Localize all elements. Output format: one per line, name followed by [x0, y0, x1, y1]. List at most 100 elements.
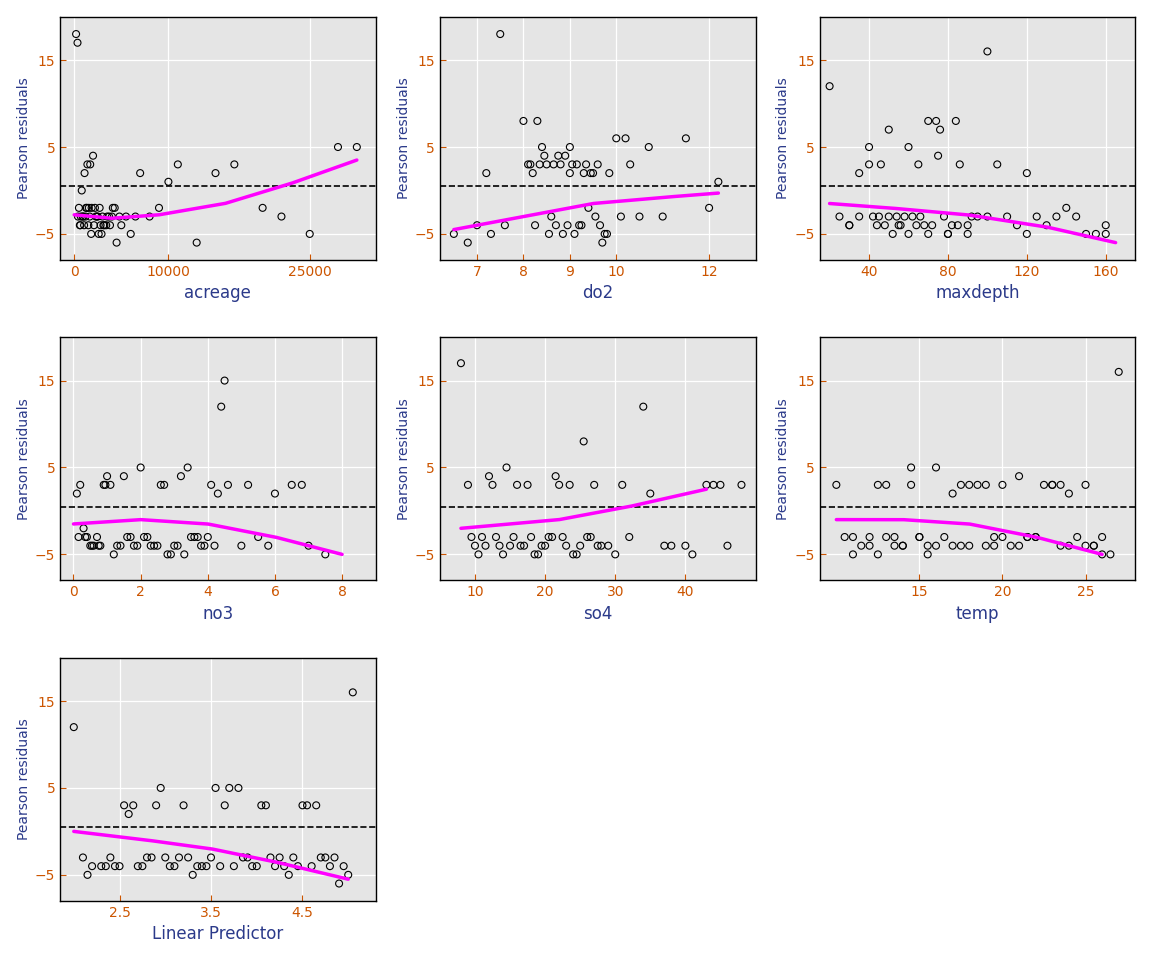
Point [96, 477, 114, 492]
Point [127, 209, 145, 225]
Point [584, 165, 602, 180]
Point [943, 486, 962, 501]
Point [83, 201, 101, 216]
Point [179, 850, 197, 865]
Point [98, 468, 116, 484]
Y-axis label: Pearson residuals: Pearson residuals [16, 78, 31, 200]
Point [872, 156, 890, 172]
Point [131, 460, 150, 475]
Point [472, 529, 491, 544]
Point [82, 227, 100, 242]
Point [1097, 218, 1115, 233]
Point [494, 546, 513, 562]
Y-axis label: Pearson residuals: Pearson residuals [16, 397, 31, 519]
Point [482, 227, 500, 242]
Point [225, 858, 243, 874]
Point [266, 858, 285, 874]
Point [511, 538, 530, 553]
Point [79, 201, 98, 216]
Point [76, 209, 94, 225]
Point [306, 798, 325, 813]
Point [111, 209, 129, 225]
Point [150, 201, 168, 216]
Point [1037, 218, 1055, 233]
Point [243, 858, 262, 874]
Point [532, 139, 551, 155]
Point [877, 529, 895, 544]
Point [84, 148, 103, 163]
Point [514, 113, 532, 129]
Point [118, 529, 136, 544]
Point [115, 798, 134, 813]
Point [234, 850, 252, 865]
Point [1026, 529, 1045, 544]
Point [112, 538, 130, 553]
Point [641, 486, 659, 501]
Point [918, 546, 937, 562]
Point [958, 227, 977, 242]
Point [575, 434, 593, 449]
Point [477, 165, 495, 180]
Point [697, 477, 715, 492]
Point [885, 529, 903, 544]
Point [528, 113, 546, 129]
Point [282, 477, 301, 492]
Point [820, 79, 839, 94]
Point [334, 858, 353, 874]
Point [85, 218, 104, 233]
X-axis label: temp: temp [956, 605, 999, 623]
Point [96, 218, 114, 233]
Point [536, 538, 554, 553]
Point [209, 486, 227, 501]
Point [83, 858, 101, 874]
Point [75, 218, 93, 233]
Point [100, 218, 119, 233]
Point [476, 538, 494, 553]
Point [634, 399, 652, 415]
Point [78, 867, 97, 882]
Point [900, 227, 918, 242]
Point [212, 399, 230, 415]
Point [71, 477, 90, 492]
Point [969, 477, 987, 492]
Point [248, 858, 266, 874]
Point [154, 477, 173, 492]
Point [870, 209, 888, 225]
Point [189, 529, 207, 544]
Point [174, 798, 192, 813]
Point [589, 538, 607, 553]
Point [115, 468, 134, 484]
Point [630, 209, 649, 225]
Point [75, 165, 93, 180]
Point [1001, 538, 1020, 553]
Point [505, 529, 523, 544]
Point [101, 850, 120, 865]
Point [91, 218, 109, 233]
Point [733, 477, 751, 492]
Point [188, 858, 206, 874]
Point [850, 209, 869, 225]
Point [285, 850, 303, 865]
Point [859, 156, 878, 172]
Point [445, 227, 463, 242]
Point [81, 538, 99, 553]
Point [578, 529, 597, 544]
Point [83, 538, 101, 553]
Point [105, 546, 123, 562]
Point [942, 218, 961, 233]
Point [81, 209, 99, 225]
Point [919, 227, 938, 242]
Point [301, 227, 319, 242]
Point [205, 538, 223, 553]
Point [1076, 477, 1094, 492]
Point [491, 26, 509, 41]
Point [894, 538, 912, 553]
Point [1097, 227, 1115, 242]
Point [700, 201, 719, 216]
Point [249, 529, 267, 544]
Point [169, 850, 188, 865]
Point [75, 520, 93, 536]
Point [192, 858, 211, 874]
Point [145, 538, 164, 553]
Point [676, 538, 695, 553]
